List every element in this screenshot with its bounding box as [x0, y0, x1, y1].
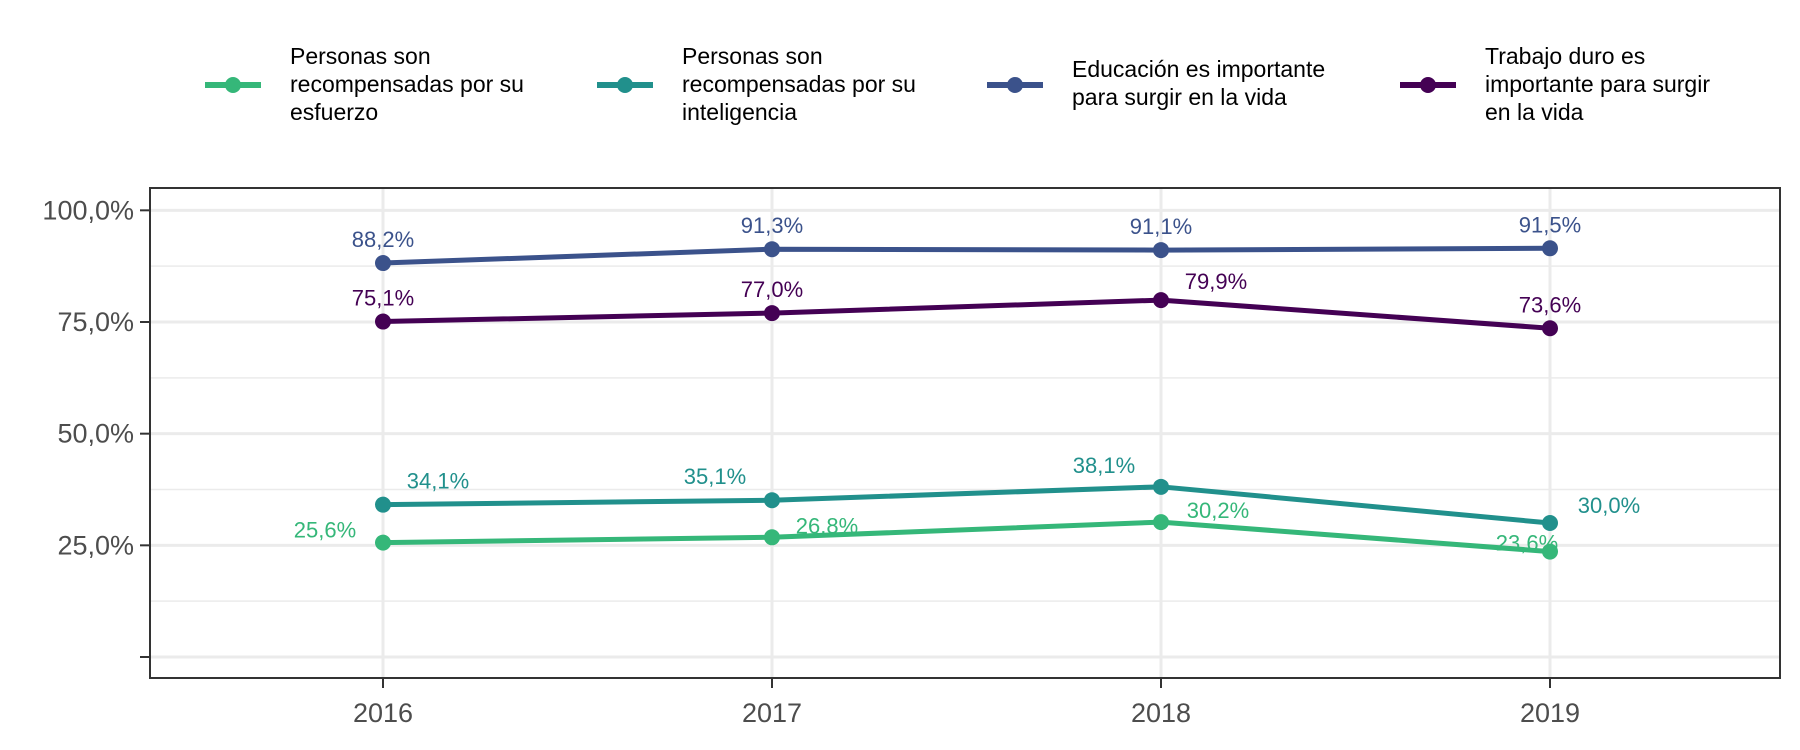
data-label: 35,1% [684, 464, 746, 489]
legend-key-point [1007, 77, 1023, 93]
x-tick-label: 2016 [353, 698, 413, 728]
legend-label-line: Educación es importante [1072, 56, 1325, 82]
x-tick-label: 2018 [1131, 698, 1191, 728]
legend-label-line: Personas son [682, 43, 823, 69]
x-tick-label: 2017 [742, 698, 802, 728]
legend-key-point [1420, 77, 1436, 93]
data-label: 26,8% [796, 513, 858, 538]
axes: 25,0% 50,0% 75,0% 100,0% 2016 2017 2018 2019 [42, 195, 1580, 728]
series-1 [375, 478, 1558, 531]
data-label: 91,3% [741, 213, 803, 238]
data-point [1542, 514, 1558, 531]
data-point [1153, 514, 1169, 531]
series-line [382, 484, 1551, 526]
data-point [1153, 242, 1169, 259]
data-label: 75,1% [352, 286, 414, 311]
data-point [375, 313, 391, 330]
data-label: 25,6% [294, 518, 356, 543]
y-tick-label: 25,0% [57, 530, 134, 560]
data-label: 34,1% [407, 469, 469, 494]
data-label: 23,6% [1496, 531, 1558, 556]
data-label: 79,9% [1185, 269, 1247, 294]
data-point [375, 496, 391, 513]
y-tick-label: 75,0% [57, 307, 134, 337]
legend-key-point [617, 77, 633, 93]
data-label: 91,5% [1519, 212, 1581, 237]
data-point [375, 534, 391, 551]
series-lines [375, 240, 1558, 560]
legend-label-line: recompensadas por su [682, 71, 916, 97]
data-label: 38,1% [1073, 453, 1135, 478]
legend-label-line: para surgir en la vida [1072, 84, 1287, 110]
legend-label-line: Trabajo duro es [1485, 43, 1645, 69]
legend-label-line: esfuerzo [290, 99, 378, 125]
legend-label-line: recompensadas por su [290, 71, 524, 97]
series-3 [375, 292, 1558, 337]
legend-label-line: importante para surgir [1485, 71, 1710, 97]
data-point [764, 529, 780, 546]
data-label: 91,1% [1130, 214, 1192, 239]
data-point [1153, 478, 1169, 495]
data-point [1153, 292, 1169, 309]
y-tick-label: 100,0% [42, 195, 134, 225]
data-label: 73,6% [1519, 292, 1581, 317]
legend-key-point [225, 77, 241, 93]
series-line [382, 297, 1551, 331]
data-point [375, 255, 391, 272]
data-label: 77,0% [741, 277, 803, 302]
data-point [1542, 320, 1558, 337]
legend-label-line: inteligencia [682, 99, 797, 125]
data-point [764, 492, 780, 509]
series-0 [375, 514, 1558, 560]
series-2 [375, 240, 1558, 272]
series-line [382, 245, 1551, 266]
data-point [764, 305, 780, 322]
y-tick-label: 50,0% [57, 419, 134, 449]
series-line [382, 519, 1551, 555]
data-label: 30,2% [1187, 498, 1249, 523]
data-point [1542, 543, 1558, 560]
data-point [1542, 240, 1558, 257]
legend-label-line: Personas son [290, 43, 431, 69]
legend-label-line: en la vida [1485, 99, 1584, 125]
data-label: 30,0% [1578, 493, 1640, 518]
data-label: 88,2% [352, 227, 414, 252]
x-tick-label: 2019 [1520, 698, 1580, 728]
data-point [764, 241, 780, 258]
data-labels: 25,6% 26,8% 30,2% 23,6% 34,1% 35,1% 38,1% 30,0%… [294, 212, 1640, 555]
